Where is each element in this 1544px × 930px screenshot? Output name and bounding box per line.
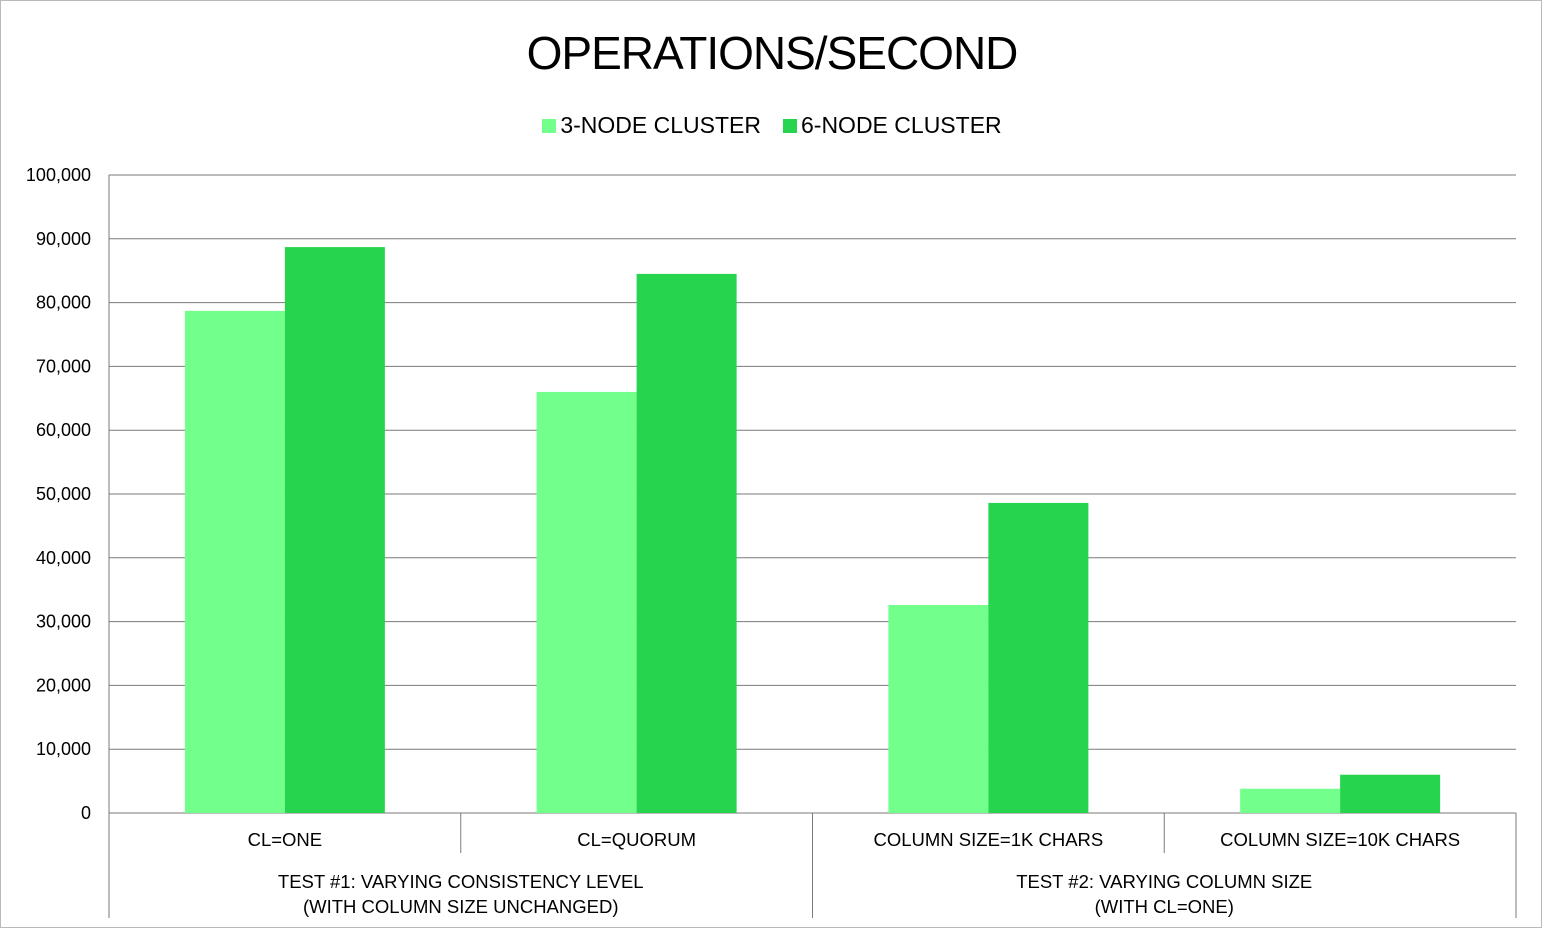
bar-3-node bbox=[888, 605, 989, 813]
group-label-line1: TEST #1: VARYING CONSISTENCY LEVEL bbox=[278, 871, 644, 892]
y-tick-label: 80,000 bbox=[36, 293, 91, 313]
category-label: COLUMN SIZE=10K CHARS bbox=[1220, 829, 1460, 850]
legend-item-3-node: 3-NODE CLUSTER bbox=[542, 112, 761, 139]
y-tick-label: 40,000 bbox=[36, 548, 91, 568]
y-tick-label: 90,000 bbox=[36, 229, 91, 249]
y-tick-label: 100,000 bbox=[26, 165, 91, 185]
category-label: COLUMN SIZE=1K CHARS bbox=[873, 829, 1103, 850]
legend-item-6-node: 6-NODE CLUSTER bbox=[783, 112, 1002, 139]
y-tick-label: 10,000 bbox=[36, 739, 91, 759]
group-label-line2: (WITH COLUMN SIZE UNCHANGED) bbox=[303, 896, 619, 917]
chart-title: OPERATIONS/SECOND bbox=[526, 27, 1019, 79]
category-label: CL=ONE bbox=[248, 829, 323, 850]
category-label: CL=QUORUM bbox=[577, 829, 696, 850]
y-tick-label: 30,000 bbox=[36, 612, 91, 632]
y-tick-label: 70,000 bbox=[36, 356, 91, 376]
bar-6-node bbox=[284, 247, 385, 813]
legend: 3-NODE CLUSTER 6-NODE CLUSTER bbox=[0, 112, 1544, 139]
legend-label-3-node: 3-NODE CLUSTER bbox=[560, 112, 761, 138]
bar-3-node bbox=[184, 310, 285, 813]
group-label-line1: TEST #2: VARYING COLUMN SIZE bbox=[1016, 871, 1312, 892]
bar-3-node bbox=[536, 391, 637, 813]
bar-6-node bbox=[1340, 774, 1441, 813]
legend-swatch-3-node bbox=[542, 118, 557, 133]
bar-3-node bbox=[1240, 788, 1341, 813]
group-label-line2: (WITH CL=ONE) bbox=[1095, 896, 1234, 917]
bar-6-node bbox=[636, 273, 737, 813]
legend-swatch-6-node bbox=[783, 118, 797, 133]
y-tick-label: 0 bbox=[81, 803, 91, 823]
legend-label-6-node: 6-NODE CLUSTER bbox=[801, 112, 1002, 138]
y-tick-label: 60,000 bbox=[36, 420, 91, 440]
y-tick-label: 20,000 bbox=[36, 675, 91, 695]
bar-6-node bbox=[988, 502, 1089, 813]
y-tick-label: 50,000 bbox=[36, 484, 91, 504]
